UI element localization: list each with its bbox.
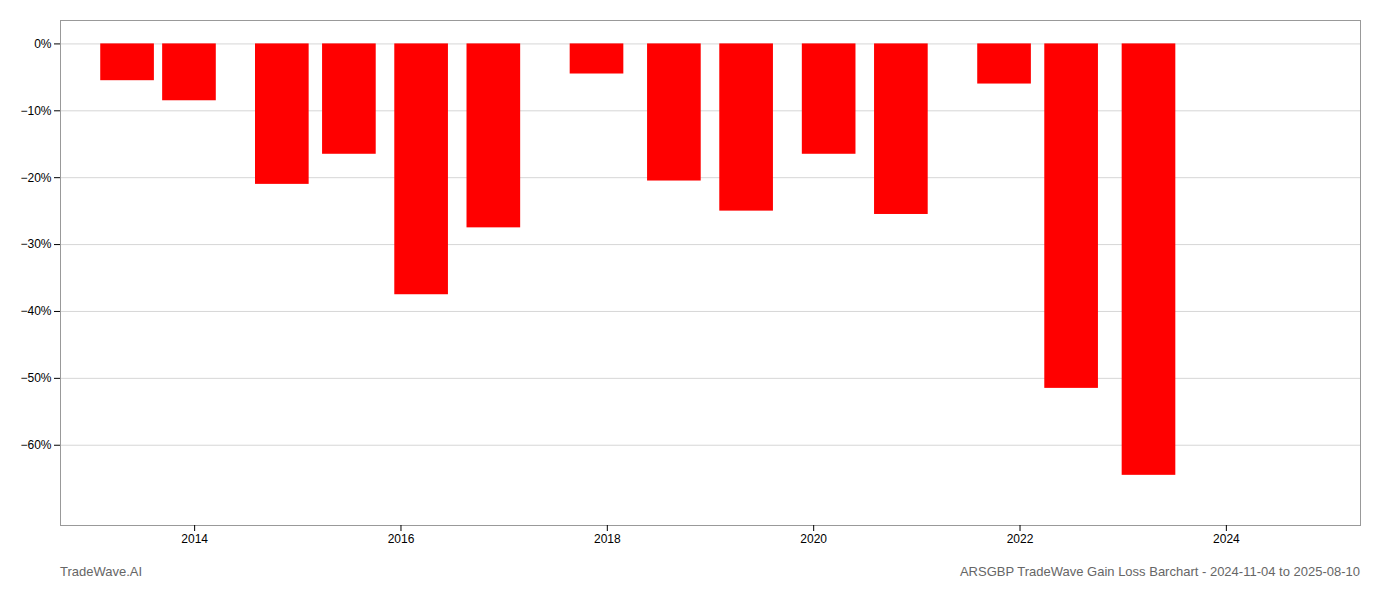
svg-text:2016: 2016 <box>388 532 415 546</box>
svg-text:2020: 2020 <box>800 532 827 546</box>
html-text:ARSGBP TradeWave Gain Loss Bar: ARSGBP TradeWave Gain Loss Barchart - 20… <box>959 564 1360 579</box>
svg-text:2024: 2024 <box>1213 532 1240 546</box>
html-text:TradeWave.AI: TradeWave.AI <box>60 564 143 579</box>
svg-text:2014: 2014 <box>181 532 208 546</box>
svg-text:−10%: −10% <box>20 104 51 118</box>
svg-text:0%: 0% <box>34 37 52 51</box>
svg-text:2022: 2022 <box>1007 532 1034 546</box>
svg-text:2018: 2018 <box>594 532 621 546</box>
svg-text:−40%: −40% <box>20 304 51 318</box>
svg-text:−20%: −20% <box>20 171 51 185</box>
svg-text:−60%: −60% <box>20 438 51 452</box>
svg-text:−50%: −50% <box>20 371 51 385</box>
svg-text:−30%: −30% <box>20 237 51 251</box>
